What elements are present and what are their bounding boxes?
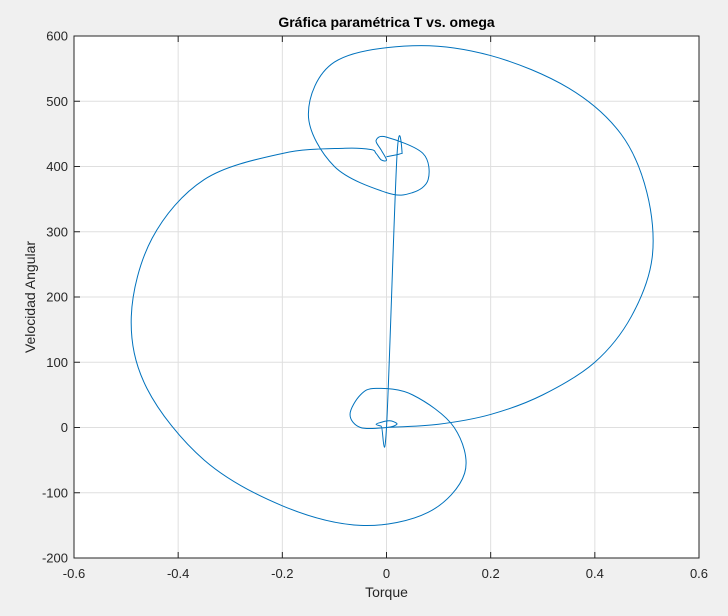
y-tick-label: 600 [46, 29, 68, 44]
ticks-y [74, 35, 699, 559]
x-tick-label: -0.6 [63, 566, 85, 581]
x-tick-label: -0.2 [271, 566, 293, 581]
x-tick-label: -0.4 [167, 566, 189, 581]
y-axis-label: Velocidad Angular [22, 241, 38, 353]
y-tick-label: 500 [46, 94, 68, 109]
tick-labels-x: -0.6 -0.4 -0.2 0 0.2 0.4 0.6 [63, 566, 708, 581]
tick-labels-y: -200 -100 0 100 200 300 400 500 600 [42, 29, 68, 566]
y-tick-label: 100 [46, 355, 68, 370]
y-tick-label: 0 [61, 420, 68, 435]
y-tick-label: 200 [46, 290, 68, 305]
ticks-x [73, 36, 700, 558]
x-axis-label: Torque [365, 584, 408, 600]
y-tick-label: -200 [42, 551, 68, 566]
x-tick-label: 0.4 [586, 566, 604, 581]
chart-title: Gráfica paramétrica T vs. omega [278, 14, 495, 30]
x-tick-label: 0 [383, 566, 390, 581]
x-tick-label: 0.2 [482, 566, 500, 581]
y-tick-label: 300 [46, 224, 68, 239]
y-tick-label: 400 [46, 159, 68, 174]
x-tick-label: 0.6 [690, 566, 708, 581]
series-line [130, 45, 654, 527]
y-tick-label: -100 [42, 485, 68, 500]
